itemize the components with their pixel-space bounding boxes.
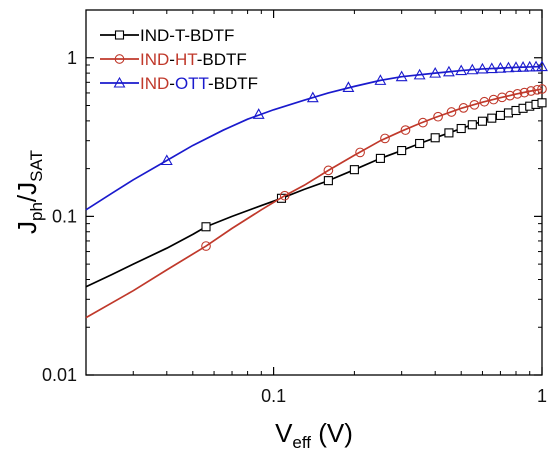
data-point: [494, 62, 507, 73]
data-point: [430, 133, 440, 143]
data-point: [306, 91, 319, 103]
data-point: [505, 90, 515, 101]
data-point: [446, 107, 457, 117]
data-point: [355, 147, 365, 158]
data-point: [537, 84, 547, 94]
legend-label: IND-T-BDTF: [140, 26, 234, 45]
legend-label: IND-OTT-BDTF: [140, 74, 258, 93]
legend-marker: [114, 30, 125, 40]
data-point: [374, 74, 387, 85]
data-point: [487, 113, 497, 123]
legend-label-part: -: [169, 50, 175, 69]
data-point: [395, 70, 408, 82]
x-axis-title-sub: eff: [292, 433, 311, 452]
x-tick-label: 1: [537, 386, 547, 406]
x-tick-label: 0.1: [261, 386, 286, 406]
data-point: [537, 98, 547, 108]
legend-label-part: IND: [140, 26, 169, 45]
data-point: [485, 62, 498, 74]
legend-entry: IND-HT-BDTF: [100, 50, 247, 69]
data-point: [400, 125, 411, 135]
legend-label-part: -: [169, 74, 175, 93]
legend-entry: IND-OTT-BDTF: [100, 74, 258, 93]
data-point: [342, 81, 355, 92]
data-point: [519, 87, 530, 98]
legend-marker: [114, 54, 125, 64]
data-point: [380, 133, 390, 144]
data-point: [532, 84, 543, 95]
series-square: [85, 98, 547, 288]
data-point: [433, 111, 443, 122]
plot-frame: [85, 9, 543, 376]
data-point: [201, 241, 211, 251]
series-circle: [85, 84, 547, 319]
data-point: [201, 222, 211, 232]
y-axis-title-slash: /: [12, 194, 42, 202]
x-axis-title: Veff (V): [275, 418, 353, 452]
series-triangle: [85, 60, 548, 211]
data-point: [467, 120, 477, 130]
data-point: [510, 61, 522, 72]
y-tick-label: 1: [67, 48, 77, 68]
legend-label-part: -BDTF: [197, 50, 247, 69]
y-tick-label: 0.01: [42, 365, 77, 385]
x-axis-title-unit: (V): [311, 418, 353, 448]
legend-label: IND-HT-BDTF: [140, 50, 247, 69]
y-tick-label: 0.1: [52, 206, 77, 226]
y-axis-title-main2: J: [12, 182, 42, 195]
legend-entry: IND-T-BDTF: [100, 26, 234, 45]
data-point: [458, 103, 469, 113]
data-point: [323, 176, 333, 186]
y-axis-title-main1: J: [12, 221, 42, 234]
data-point: [456, 123, 466, 134]
legend-label-part: -T-BDTF: [169, 26, 234, 45]
data-point: [375, 153, 385, 163]
data-point: [415, 138, 425, 149]
data-point: [413, 68, 426, 80]
data-point: [530, 60, 542, 72]
legend-label-part: OTT: [175, 74, 209, 93]
data-point: [517, 61, 529, 72]
series-line: [85, 101, 543, 288]
data-point: [503, 108, 514, 118]
data-point: [476, 62, 489, 74]
data-point: [429, 66, 442, 78]
x-axis-title-main: V: [275, 418, 293, 448]
data-point: [323, 165, 334, 176]
data-point: [252, 108, 265, 119]
data-point: [455, 64, 468, 76]
legend-label-part: IND: [140, 74, 169, 93]
data-point: [477, 116, 488, 126]
data-point: [536, 60, 548, 72]
data-point: [442, 65, 455, 77]
data-point: [523, 60, 536, 72]
data-point: [397, 146, 407, 156]
data-point: [469, 99, 480, 110]
data-point: [502, 61, 515, 73]
data-point: [526, 86, 536, 96]
data-point: [479, 96, 490, 107]
legend-marker: [113, 76, 126, 88]
data-point: [418, 117, 428, 128]
y-axis-title: Jph/JSAT: [12, 150, 46, 234]
data-point: [466, 63, 479, 75]
y-axis-title-sub2: SAT: [27, 150, 46, 182]
data-point: [279, 190, 290, 201]
data-point: [512, 89, 523, 99]
data-point: [160, 154, 173, 166]
legend-label-part: -BDTF: [208, 74, 258, 93]
data-point: [495, 110, 505, 120]
data-point: [349, 165, 359, 175]
series-layer: [85, 60, 548, 319]
legend-label-part: HT: [175, 50, 197, 69]
legend-label-part: IND: [140, 50, 169, 69]
y-axis-title-sub1: ph: [27, 202, 46, 221]
data-point: [444, 128, 454, 138]
